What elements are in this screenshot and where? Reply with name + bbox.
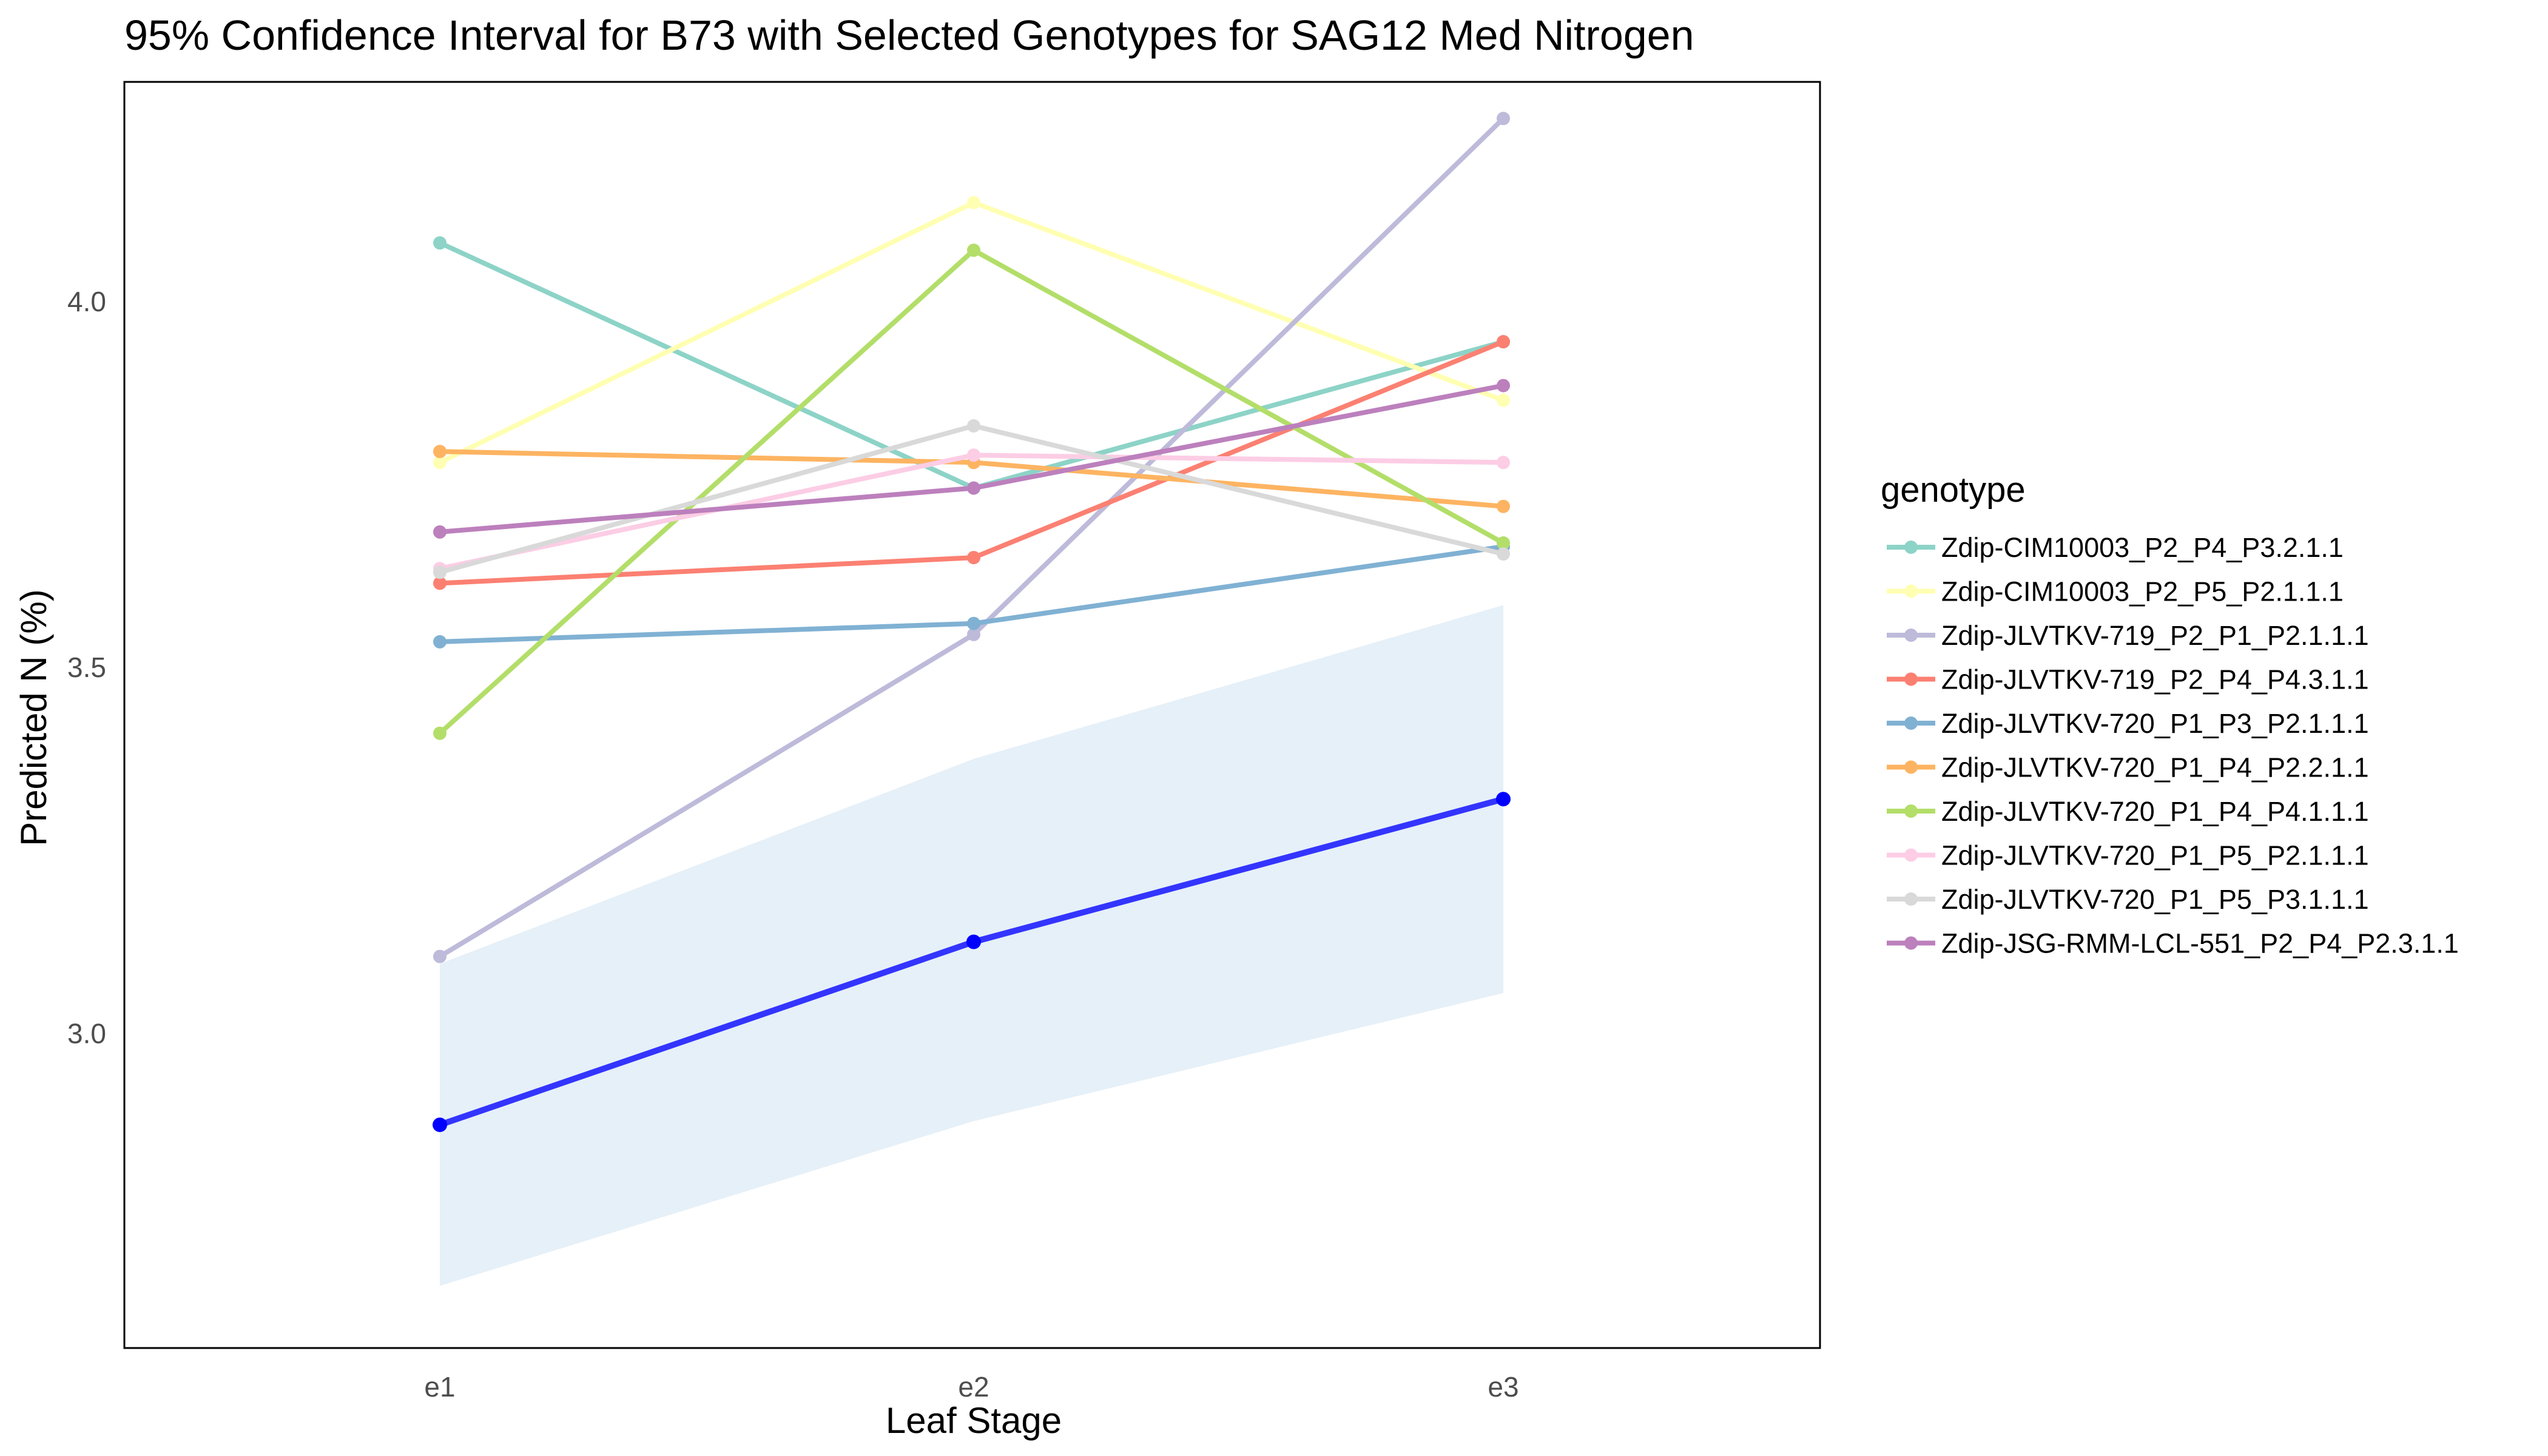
- b73-point-e2: [966, 934, 981, 949]
- legend-item-label: Zdip-JLVTKV-720_P1_P5_P3.1.1.1: [1941, 884, 2369, 915]
- x-axis-title: Leaf Stage: [886, 1400, 1062, 1441]
- series-4-point-e2: [967, 551, 980, 565]
- series-3-point-e1: [433, 949, 447, 963]
- series-3-point-e3: [1497, 112, 1510, 126]
- b73-point-e3: [1496, 792, 1511, 807]
- series-7-point-e1: [433, 726, 447, 740]
- legend-item-label: Zdip-JSG-RMM-LCL-551_P2_P4_P2.3.1.1: [1941, 928, 2459, 959]
- series-5-point-e1: [433, 635, 447, 649]
- legend-key-point: [1904, 848, 1918, 862]
- series-4-point-e1: [433, 576, 447, 590]
- series-line-9: [437, 423, 1506, 575]
- series-2-point-e2: [967, 196, 980, 209]
- b73-point-e1: [433, 1117, 447, 1133]
- legend-key-point: [1904, 629, 1918, 642]
- series-10-point-e2: [967, 481, 980, 495]
- series-1-point-e1: [433, 236, 447, 250]
- series-10-point-e1: [433, 525, 447, 539]
- legend-key-point: [1904, 892, 1918, 906]
- x-tick-label: e3: [1488, 1371, 1518, 1403]
- legend-item-label: Zdip-JLVTKV-719_P2_P4_P4.3.1.1: [1941, 664, 2369, 695]
- series-5-point-e2: [967, 616, 980, 630]
- legend-item-label: Zdip-JLVTKV-720_P1_P3_P2.1.1.1: [1941, 708, 2369, 739]
- legend-item-label: Zdip-JLVTKV-720_P1_P4_P4.1.1.1: [1941, 796, 2369, 827]
- chart-title: 95% Confidence Interval for B73 with Sel…: [124, 12, 1694, 59]
- series-3-point-e2: [967, 627, 980, 641]
- series-9-point-e1: [433, 565, 447, 579]
- y-tick-label: 3.5: [67, 652, 106, 683]
- y-tick-label: 3.0: [67, 1017, 106, 1049]
- legend-item-label: Zdip-JLVTKV-720_P1_P4_P2.2.1.1: [1941, 752, 2369, 783]
- series-9-point-e3: [1497, 547, 1510, 561]
- legend-item-label: Zdip-JLVTKV-720_P1_P5_P2.1.1.1: [1941, 840, 2369, 871]
- legend-key-point: [1904, 716, 1918, 730]
- series-2-point-e1: [433, 456, 447, 470]
- plot-panel-border: [123, 81, 1821, 1349]
- legend-key-point: [1904, 760, 1918, 774]
- legend-item-label: Zdip-JLVTKV-719_P2_P1_P2.1.1.1: [1941, 620, 2369, 651]
- legend-key-point: [1904, 936, 1918, 950]
- series-8-point-e2: [967, 448, 980, 462]
- legend-key-point: [1904, 584, 1918, 598]
- series-4-point-e3: [1497, 335, 1510, 349]
- legend-title: genotype: [1881, 470, 2026, 510]
- series-6-point-e3: [1497, 499, 1510, 513]
- series-7-point-e3: [1497, 536, 1510, 550]
- series-7-point-e2: [967, 243, 980, 257]
- y-tick-label: 4.0: [67, 286, 106, 317]
- legend-key-point: [1904, 672, 1918, 686]
- series-2-point-e3: [1497, 393, 1510, 407]
- series-10-point-e3: [1497, 379, 1510, 393]
- legend-key-point: [1904, 541, 1918, 554]
- x-tick-label: e1: [424, 1371, 455, 1403]
- series-9-point-e2: [967, 419, 980, 433]
- plot-area: 3.0 3.5 4.0 e1 e2 e3: [67, 81, 1821, 1403]
- series-6-point-e1: [433, 445, 447, 459]
- y-axis-title: Predicted N (%): [13, 589, 54, 846]
- legend-item-label: Zdip-CIM10003_P2_P4_P3.2.1.1: [1941, 532, 2344, 563]
- legend-key-point: [1904, 804, 1918, 818]
- series-8-point-e3: [1497, 456, 1510, 470]
- legend-item-label: Zdip-CIM10003_P2_P5_P2.1.1.1: [1941, 576, 2344, 607]
- x-tick-label: e2: [958, 1371, 989, 1403]
- legend: genotype Zdip-CIM10003_P2_P4_P3.2.1.1 Zdi…: [1881, 470, 2459, 959]
